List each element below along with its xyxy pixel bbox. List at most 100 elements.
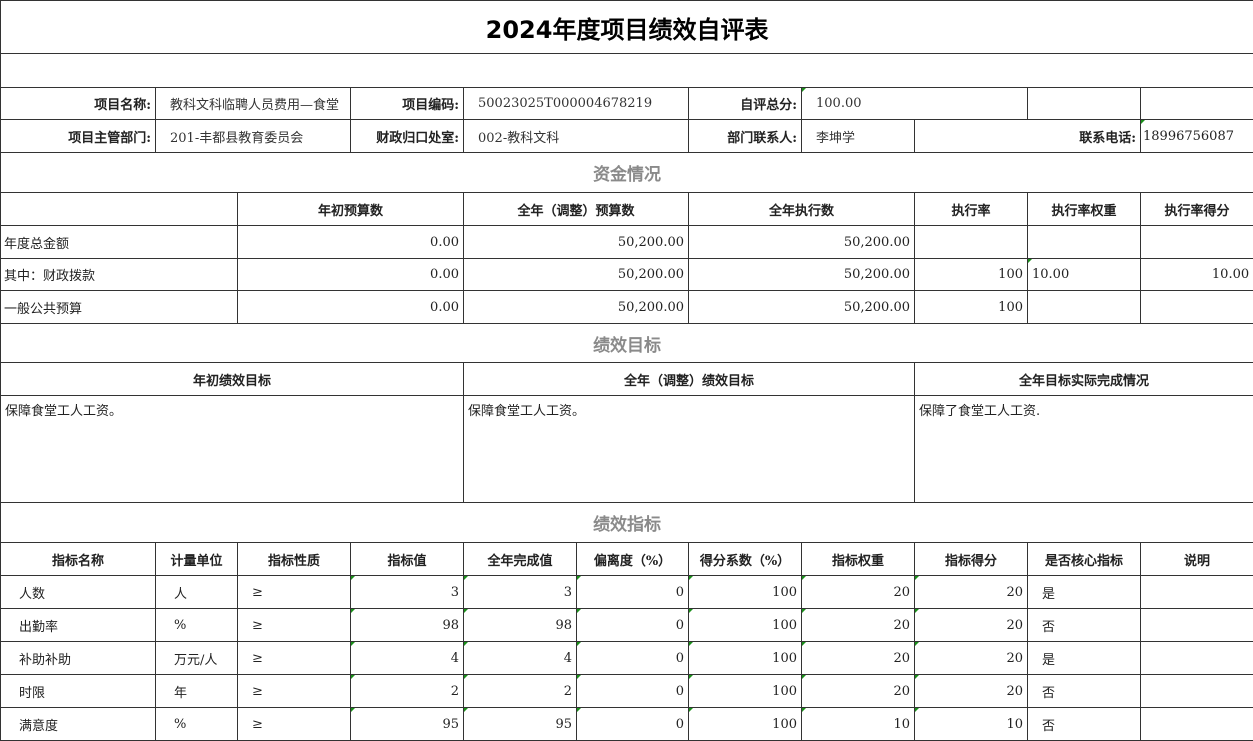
score-coefficient-cell[interactable]: 100 (689, 708, 802, 741)
indicator-name-cell[interactable]: 人数 (1, 576, 156, 609)
deviation-cell[interactable]: 0 (577, 708, 689, 741)
funds-section-title: 资金情况 (1, 153, 1253, 193)
weight-cell[interactable]: 10 (802, 708, 915, 741)
execution-rate-cell[interactable]: 100 (915, 291, 1028, 324)
empty-cell[interactable] (1, 193, 238, 226)
initial-goal-cell[interactable]: 保障食堂工人工资。 (1, 396, 464, 503)
indicators-section-title: 绩效指标 (1, 503, 1253, 543)
funds-header: 执行率 (915, 193, 1028, 226)
fund-name-cell[interactable]: 其中：财政拨款 (1, 259, 238, 291)
indicator-header: 偏离度（%） (577, 543, 689, 576)
score-coefficient-cell[interactable]: 100 (689, 576, 802, 609)
completed-value-cell[interactable]: 4 (464, 642, 577, 675)
indicator-name-cell[interactable]: 满意度 (1, 708, 156, 741)
core-indicator-cell[interactable]: 否 (1028, 609, 1141, 642)
completed-value-cell[interactable]: 98 (464, 609, 577, 642)
score-coefficient-cell[interactable]: 100 (689, 675, 802, 708)
execution-rate-cell[interactable] (915, 226, 1028, 259)
actual-completion-cell[interactable]: 保障了食堂工人工资. (915, 396, 1253, 503)
target-value-cell[interactable]: 2 (351, 675, 464, 708)
empty-cell[interactable] (1141, 88, 1253, 120)
target-value-cell[interactable]: 98 (351, 609, 464, 642)
core-indicator-cell[interactable]: 是 (1028, 642, 1141, 675)
weight-cell[interactable]: 20 (802, 675, 915, 708)
completed-value-cell[interactable]: 3 (464, 576, 577, 609)
unit-cell[interactable]: % (156, 708, 238, 741)
weight-cell[interactable]: 20 (802, 642, 915, 675)
initial-budget-cell[interactable]: 0.00 (238, 291, 464, 324)
project-code-label: 项目编码: (351, 88, 464, 120)
fund-name-cell[interactable]: 一般公共预算 (1, 291, 238, 324)
executed-amount-cell[interactable]: 50,200.00 (689, 291, 915, 324)
rate-weight-cell[interactable] (1028, 291, 1141, 324)
nature-cell[interactable]: ≥ (238, 642, 351, 675)
adjusted-budget-cell[interactable]: 50,200.00 (464, 226, 689, 259)
self-score-cell[interactable]: 100.00 (802, 88, 1028, 120)
completed-value-cell[interactable]: 2 (464, 675, 577, 708)
funds-header: 全年（调整）预算数 (464, 193, 689, 226)
core-indicator-cell[interactable]: 是 (1028, 576, 1141, 609)
contact-cell[interactable]: 李坤学 (802, 120, 915, 153)
rate-score-cell[interactable] (1141, 226, 1253, 259)
unit-cell[interactable]: 人 (156, 576, 238, 609)
score-cell[interactable]: 20 (915, 609, 1028, 642)
adjusted-budget-cell[interactable]: 50,200.00 (464, 259, 689, 291)
nature-cell[interactable]: ≥ (238, 609, 351, 642)
executed-amount-cell[interactable]: 50,200.00 (689, 226, 915, 259)
score-cell[interactable]: 20 (915, 642, 1028, 675)
initial-budget-cell[interactable]: 0.00 (238, 259, 464, 291)
project-name-cell[interactable]: 教科文科临聘人员费用—食堂 (156, 88, 351, 120)
note-cell[interactable] (1141, 576, 1253, 609)
blank-row[interactable] (1, 54, 1253, 88)
nature-cell[interactable]: ≥ (238, 675, 351, 708)
nature-cell[interactable]: ≥ (238, 576, 351, 609)
indicator-name-cell[interactable]: 出勤率 (1, 609, 156, 642)
score-cell[interactable]: 10 (915, 708, 1028, 741)
note-cell[interactable] (1141, 609, 1253, 642)
score-cell[interactable]: 20 (915, 675, 1028, 708)
unit-cell[interactable]: 年 (156, 675, 238, 708)
nature-cell[interactable]: ≥ (238, 708, 351, 741)
deviation-cell[interactable]: 0 (577, 609, 689, 642)
deviation-cell[interactable]: 0 (577, 576, 689, 609)
rate-weight-cell[interactable] (1028, 226, 1141, 259)
score-coefficient-cell[interactable]: 100 (689, 609, 802, 642)
weight-cell[interactable]: 20 (802, 576, 915, 609)
phone-cell[interactable]: 18996756087 (1141, 120, 1253, 153)
unit-cell[interactable]: % (156, 609, 238, 642)
rate-score-cell[interactable]: 10.00 (1141, 259, 1253, 291)
rate-score-cell[interactable] (1141, 291, 1253, 324)
adjusted-budget-cell[interactable]: 50,200.00 (464, 291, 689, 324)
score-cell[interactable]: 20 (915, 576, 1028, 609)
finance-office-cell[interactable]: 002-教科文科 (464, 120, 689, 153)
core-indicator-cell[interactable]: 否 (1028, 708, 1141, 741)
deviation-cell[interactable]: 0 (577, 642, 689, 675)
completed-value-cell[interactable]: 95 (464, 708, 577, 741)
fund-name-cell[interactable]: 年度总金额 (1, 226, 238, 259)
executed-amount-cell[interactable]: 50,200.00 (689, 259, 915, 291)
core-indicator-cell[interactable]: 否 (1028, 675, 1141, 708)
weight-cell[interactable]: 20 (802, 609, 915, 642)
unit-cell[interactable]: 万元/人 (156, 642, 238, 675)
target-value-cell[interactable]: 3 (351, 576, 464, 609)
target-value-cell[interactable]: 4 (351, 642, 464, 675)
self-score-label: 自评总分: (689, 88, 802, 120)
initial-budget-cell[interactable]: 0.00 (238, 226, 464, 259)
funds-header: 执行率得分 (1141, 193, 1253, 226)
empty-cell[interactable] (1028, 88, 1141, 120)
note-cell[interactable] (1141, 642, 1253, 675)
dept-cell[interactable]: 201-丰都县教育委员会 (156, 120, 351, 153)
indicator-name-cell[interactable]: 时限 (1, 675, 156, 708)
target-value-cell[interactable]: 95 (351, 708, 464, 741)
score-coefficient-cell[interactable]: 100 (689, 642, 802, 675)
execution-rate-cell[interactable]: 100 (915, 259, 1028, 291)
project-code-cell[interactable]: 50023025T000004678219 (464, 88, 689, 120)
note-cell[interactable] (1141, 675, 1253, 708)
adjusted-goal-cell[interactable]: 保障食堂工人工资。 (464, 396, 915, 503)
rate-weight-cell[interactable]: 10.00 (1028, 259, 1141, 291)
note-cell[interactable] (1141, 708, 1253, 741)
indicator-name-cell[interactable]: 补助补助 (1, 642, 156, 675)
deviation-cell[interactable]: 0 (577, 675, 689, 708)
